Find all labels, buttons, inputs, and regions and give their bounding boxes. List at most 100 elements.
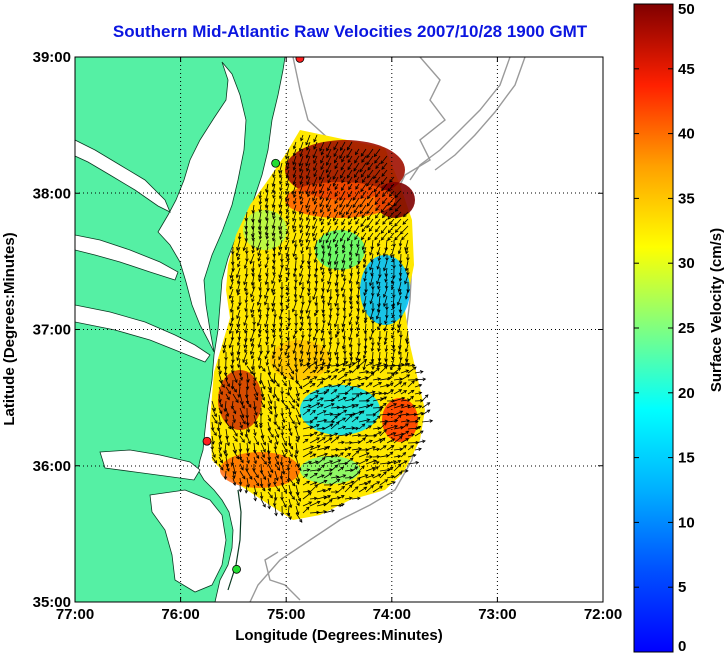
vector-head: [404, 280, 408, 285]
velocity-vector: [265, 274, 269, 285]
velocity-vector: [393, 471, 403, 479]
velocity-vector: [372, 378, 381, 381]
velocity-vector: [407, 396, 414, 402]
velocity-vector: [286, 302, 290, 309]
vector-head: [262, 487, 266, 492]
velocity-vector: [351, 364, 360, 374]
velocity-vector: [365, 391, 376, 395]
vector-head: [305, 309, 309, 314]
vector-head: [271, 302, 275, 307]
velocity-vector: [389, 176, 395, 183]
vector-head: [291, 405, 295, 410]
vector-head: [366, 210, 370, 215]
velocity-vector: [379, 445, 387, 451]
vector-head: [252, 383, 257, 387]
velocity-vector: [309, 511, 320, 514]
vector-head: [375, 207, 379, 212]
vector-head: [292, 174, 297, 179]
vector-head: [356, 300, 360, 305]
vector-head: [230, 462, 235, 467]
velocity-vector: [300, 323, 304, 331]
velocity-vector: [286, 232, 290, 240]
velocity-vector: [292, 302, 297, 312]
vector-head: [312, 216, 317, 221]
velocity-vector: [336, 267, 339, 278]
vector-head: [367, 480, 372, 484]
velocity-vector: [266, 204, 269, 213]
vector-head: [299, 195, 303, 200]
vector-head: [348, 370, 353, 374]
velocity-vector: [322, 267, 325, 275]
vector-head: [325, 204, 330, 209]
velocity-vector: [258, 337, 262, 348]
velocity-vector: [344, 497, 352, 500]
velocity-vector: [323, 309, 325, 317]
velocity-vector: [372, 415, 381, 423]
velocity-vector: [224, 442, 227, 454]
velocity-vector: [257, 246, 262, 256]
vector-head: [238, 383, 242, 387]
station-marker: [232, 564, 241, 574]
vector-head: [218, 441, 223, 445]
velocity-vector: [320, 155, 325, 164]
velocity-vector: [323, 384, 332, 388]
velocity-vector: [295, 442, 298, 454]
velocity-vector: [342, 288, 346, 297]
vector-head: [319, 176, 323, 181]
velocity-vector: [312, 288, 318, 300]
vector-head: [354, 179, 359, 184]
velocity-vector: [407, 366, 417, 374]
vector-head: [402, 382, 407, 386]
vector-head: [291, 496, 295, 500]
vector-head: [313, 146, 317, 150]
vector-head: [272, 380, 277, 385]
velocity-vector: [273, 330, 276, 338]
velocity-vector: [299, 183, 304, 194]
velocity-vector: [286, 211, 290, 219]
velocity-vector: [351, 462, 359, 465]
velocity-vector: [385, 358, 388, 368]
vector-head: [312, 183, 316, 187]
velocity-vector: [352, 190, 360, 201]
vector-head: [341, 214, 345, 219]
velocity-vector: [386, 475, 395, 479]
velocity-vector: [245, 218, 248, 229]
vector-head: [312, 296, 316, 301]
velocity-vector: [387, 183, 395, 192]
velocity-vector: [375, 218, 381, 225]
vector-head: [305, 175, 310, 180]
velocity-vector: [397, 295, 402, 306]
velocity-vector: [391, 330, 395, 339]
velocity-vector: [299, 190, 304, 200]
vector-head: [333, 217, 337, 222]
velocity-vector: [244, 337, 248, 348]
velocity-vector: [359, 162, 367, 173]
velocity-vector: [330, 479, 340, 486]
vector-head: [344, 361, 349, 365]
vector-head: [327, 208, 331, 213]
vector-head: [239, 432, 244, 437]
velocity-vector: [372, 448, 380, 451]
vector-head: [322, 410, 327, 414]
velocity-vector: [320, 225, 325, 233]
vector-head: [328, 296, 333, 301]
vector-head: [313, 376, 318, 380]
velocity-vector: [279, 190, 283, 199]
vector-head: [322, 437, 326, 441]
velocity-vector: [239, 477, 242, 485]
velocity-vector: [320, 344, 325, 355]
vector-head: [223, 476, 228, 480]
velocity-vector: [302, 506, 310, 514]
velocity-vector: [293, 141, 297, 149]
velocity-vector: [386, 373, 395, 381]
velocity-vector: [337, 361, 348, 367]
velocity-vector: [306, 239, 311, 250]
velocity-vector: [293, 330, 297, 339]
vector-head: [404, 247, 408, 251]
colorbar: [633, 3, 674, 653]
vector-head: [257, 252, 261, 257]
velocity-vector: [308, 351, 311, 361]
velocity-vector: [232, 386, 237, 393]
vector-head: [292, 217, 296, 222]
vector-head: [340, 175, 344, 179]
